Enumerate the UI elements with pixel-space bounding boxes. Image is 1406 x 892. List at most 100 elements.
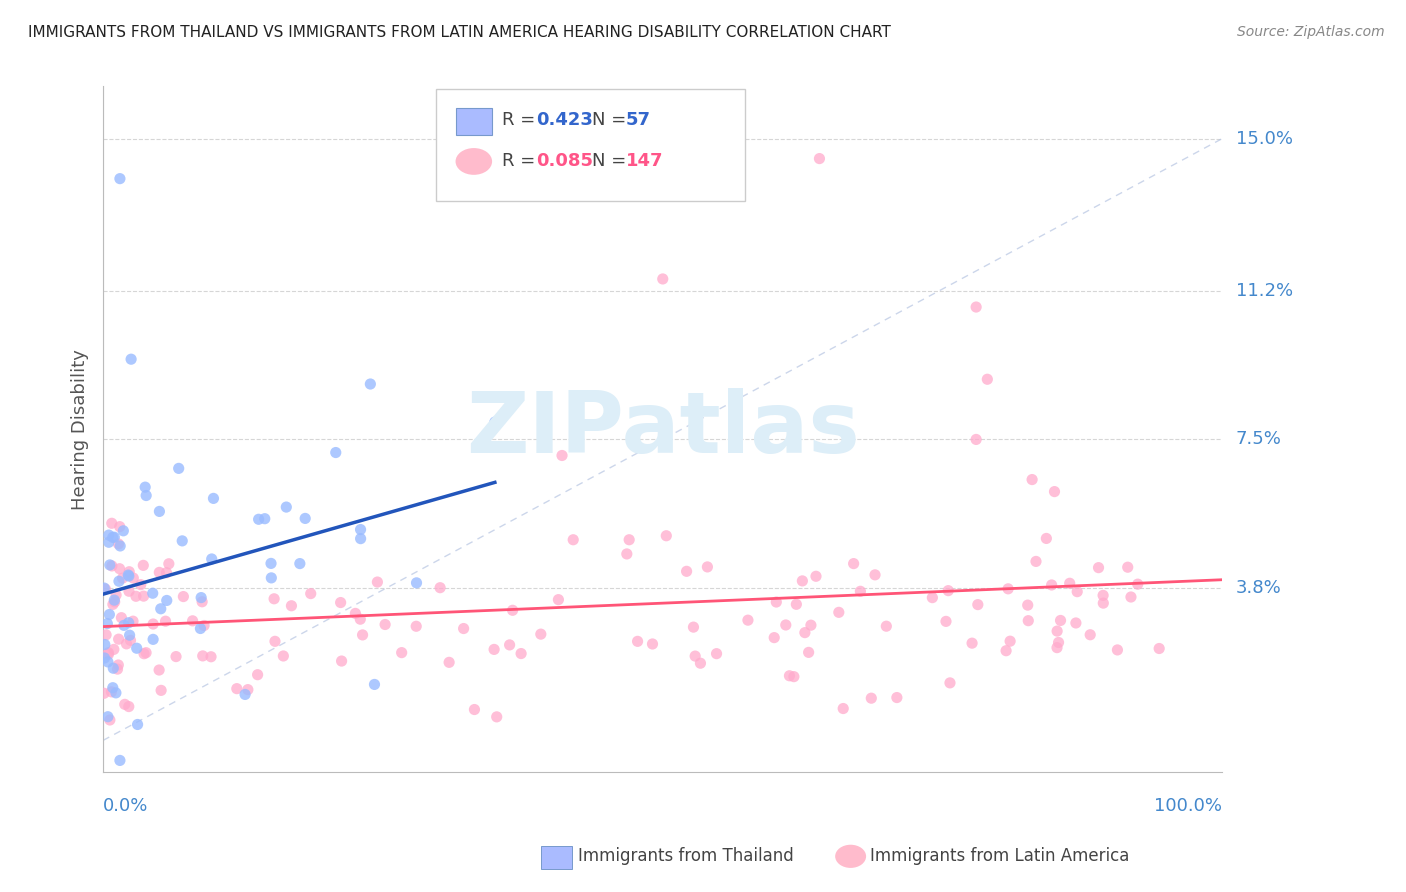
Point (737, 613, 759, 627)
Point (429, 581, 451, 595)
Point (1047, 635, 1070, 649)
Point (93, 581, 115, 595)
Point (103, 642, 125, 657)
Point (142, 617, 165, 632)
Point (96, 616, 118, 631)
Point (103, 593, 125, 607)
Text: Source: ZipAtlas.com: Source: ZipAtlas.com (1237, 25, 1385, 39)
Point (1092, 596, 1115, 610)
Point (107, 658, 129, 673)
Point (142, 586, 165, 600)
Point (247, 512, 270, 526)
Point (842, 557, 865, 571)
Point (800, 618, 823, 632)
Point (202, 491, 225, 506)
Point (115, 637, 138, 651)
Point (172, 590, 194, 604)
Point (437, 656, 460, 670)
Point (706, 647, 728, 661)
Point (108, 539, 131, 553)
Point (253, 511, 276, 525)
Point (101, 530, 124, 544)
Point (125, 589, 148, 603)
Point (329, 595, 352, 609)
Point (97, 646, 120, 660)
Y-axis label: Hearing Disability: Hearing Disability (72, 349, 89, 510)
Point (626, 634, 648, 648)
Point (157, 557, 180, 571)
Point (190, 591, 212, 605)
Text: 57: 57 (626, 112, 651, 129)
Text: N =: N = (592, 112, 631, 129)
Point (142, 632, 165, 647)
Point (1021, 473, 1043, 487)
Point (352, 628, 374, 642)
Point (114, 698, 136, 712)
Point (960, 636, 983, 650)
Point (98, 713, 121, 727)
Point (165, 649, 187, 664)
Point (122, 614, 145, 628)
Point (193, 618, 215, 632)
Point (107, 537, 129, 551)
Point (120, 352, 142, 367)
Point (689, 657, 711, 671)
Point (149, 601, 172, 615)
Point (148, 663, 170, 677)
Point (1017, 614, 1039, 628)
Point (276, 500, 298, 514)
Point (349, 523, 371, 537)
Point (263, 591, 285, 606)
Text: R =: R = (502, 112, 541, 129)
Point (1049, 614, 1071, 628)
Point (132, 589, 155, 603)
Point (921, 591, 943, 605)
Point (118, 565, 141, 579)
Point (148, 504, 170, 518)
Point (1040, 578, 1063, 592)
Text: 15.0%: 15.0% (1236, 129, 1292, 147)
Text: N =: N = (592, 153, 631, 170)
Point (330, 654, 353, 668)
Point (97, 709, 120, 723)
Point (117, 568, 139, 582)
Point (100, 516, 122, 531)
Point (134, 480, 156, 494)
Point (998, 634, 1021, 648)
Point (1025, 554, 1047, 568)
Point (808, 152, 831, 166)
Point (94, 582, 117, 597)
Text: 100.0%: 100.0% (1154, 797, 1222, 814)
Point (391, 646, 413, 660)
Point (363, 677, 385, 691)
Point (122, 571, 145, 585)
Point (118, 569, 141, 583)
Point (155, 566, 177, 580)
Point (1116, 560, 1139, 574)
Point (105, 588, 128, 602)
Point (156, 593, 179, 607)
Point (181, 614, 204, 628)
Point (104, 686, 127, 700)
Point (374, 617, 396, 632)
Point (264, 634, 287, 648)
Point (125, 641, 148, 656)
Point (103, 530, 125, 544)
Point (97, 647, 120, 661)
Point (1087, 560, 1109, 574)
Point (120, 633, 142, 648)
Point (111, 571, 134, 585)
Point (97, 528, 120, 542)
Point (1017, 598, 1039, 612)
Point (562, 533, 585, 547)
Point (100, 685, 122, 699)
Point (1043, 484, 1066, 499)
Point (94, 638, 117, 652)
Point (1064, 615, 1087, 630)
Point (1046, 624, 1069, 638)
Point (886, 690, 908, 705)
Point (101, 681, 124, 695)
Point (783, 670, 806, 684)
Point (108, 574, 131, 589)
Point (965, 300, 987, 314)
